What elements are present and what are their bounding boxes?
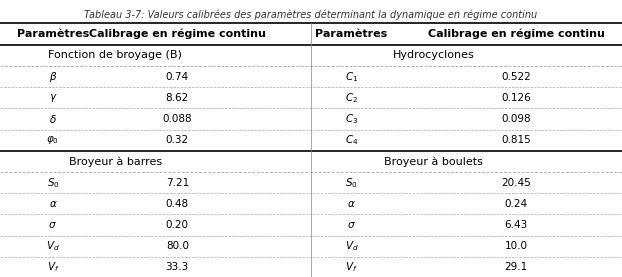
- Text: $\sigma$: $\sigma$: [347, 220, 356, 230]
- Text: 0.126: 0.126: [501, 93, 531, 103]
- Text: 0.74: 0.74: [165, 72, 189, 82]
- Text: 0.20: 0.20: [166, 220, 188, 230]
- Text: $V_f$: $V_f$: [345, 260, 358, 274]
- Text: Paramètres: Paramètres: [315, 29, 388, 39]
- Text: Hydrocyclones: Hydrocyclones: [393, 50, 475, 60]
- Text: Fonction de broyage (B): Fonction de broyage (B): [48, 50, 182, 60]
- Text: 0.522: 0.522: [501, 72, 531, 82]
- Text: 0.32: 0.32: [165, 135, 189, 145]
- Text: $\alpha$: $\alpha$: [49, 199, 57, 209]
- Text: $C_1$: $C_1$: [345, 70, 358, 84]
- Text: $\varphi_0$: $\varphi_0$: [47, 134, 59, 146]
- Text: 0.098: 0.098: [501, 114, 531, 124]
- Text: Broyeur à barres: Broyeur à barres: [68, 156, 162, 167]
- Text: 10.0: 10.0: [505, 241, 527, 251]
- Text: 29.1: 29.1: [504, 262, 528, 272]
- Text: 8.62: 8.62: [165, 93, 189, 103]
- Text: Calibrage en régime continu: Calibrage en régime continu: [89, 29, 266, 39]
- Text: 0.815: 0.815: [501, 135, 531, 145]
- Text: $C_3$: $C_3$: [345, 112, 358, 126]
- Text: $\sigma$: $\sigma$: [49, 220, 57, 230]
- Text: 0.24: 0.24: [504, 199, 528, 209]
- Text: 7.21: 7.21: [165, 178, 189, 188]
- Text: $C_4$: $C_4$: [345, 133, 358, 147]
- Text: Paramètres: Paramètres: [17, 29, 89, 39]
- Text: 80.0: 80.0: [166, 241, 188, 251]
- Text: 0.48: 0.48: [165, 199, 189, 209]
- Text: $V_d$: $V_d$: [345, 239, 358, 253]
- Text: Broyeur à boulets: Broyeur à boulets: [384, 156, 483, 167]
- Text: Calibrage en régime continu: Calibrage en régime continu: [428, 29, 605, 39]
- Text: $\gamma$: $\gamma$: [49, 92, 57, 104]
- Text: $S_0$: $S_0$: [47, 176, 59, 189]
- Text: Tableau 3-7: Valeurs calibrées des paramètres déterminant la dynamique en régime: Tableau 3-7: Valeurs calibrées des param…: [85, 10, 537, 20]
- Text: $V_d$: $V_d$: [46, 239, 60, 253]
- Text: $\beta$: $\beta$: [49, 70, 57, 84]
- Text: $\alpha$: $\alpha$: [347, 199, 356, 209]
- Text: 33.3: 33.3: [165, 262, 189, 272]
- Text: $\delta$: $\delta$: [49, 113, 57, 125]
- Text: $V_f$: $V_f$: [47, 260, 59, 274]
- Text: 6.43: 6.43: [504, 220, 528, 230]
- Text: 20.45: 20.45: [501, 178, 531, 188]
- Text: $C_2$: $C_2$: [345, 91, 358, 105]
- Text: $S_0$: $S_0$: [345, 176, 358, 189]
- Text: 0.088: 0.088: [162, 114, 192, 124]
